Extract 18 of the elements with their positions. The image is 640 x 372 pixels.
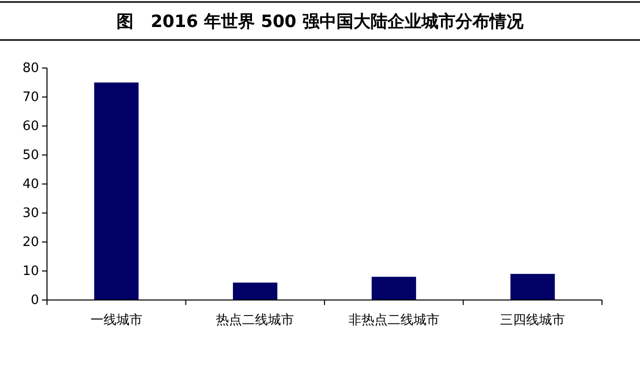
y-tick-label: 40 — [22, 177, 39, 192]
bar — [94, 82, 139, 300]
x-tick-label: 三四线城市 — [500, 313, 566, 328]
y-tick-label: 80 — [22, 61, 39, 76]
y-tick-label: 50 — [22, 148, 39, 164]
x-tick-label: 热点二线城市 — [216, 313, 294, 328]
y-tick-label: 10 — [22, 264, 39, 280]
y-tick-label: 20 — [22, 235, 39, 250]
y-tick-label: 0 — [30, 293, 39, 308]
y-tick-label: 60 — [22, 119, 39, 134]
bar — [510, 274, 555, 300]
y-tick-label: 30 — [22, 206, 39, 222]
bar — [372, 276, 416, 300]
x-tick-label: 非热点二线城市 — [348, 313, 440, 328]
x-tick-label: 一线城市 — [90, 313, 142, 328]
y-tick-label: 70 — [22, 90, 39, 106]
bar — [232, 282, 278, 300]
chart-title: 图 2016 年世界 500 强中国大陆企业城市分布情况 — [116, 12, 524, 32]
